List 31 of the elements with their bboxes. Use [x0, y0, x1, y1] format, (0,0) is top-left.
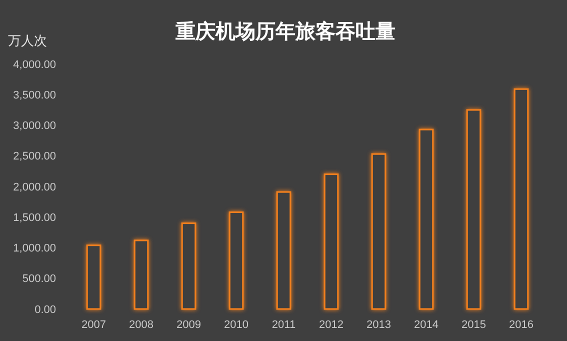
- bar: [276, 191, 292, 310]
- y-tick-label: 0.00: [34, 304, 56, 316]
- bar: [324, 173, 339, 310]
- bar: [514, 88, 529, 310]
- bar: [86, 244, 102, 310]
- chart-title: 重庆机场历年旅客吞吐量: [174, 20, 396, 43]
- y-tick-label: 1,000.00: [13, 242, 56, 255]
- y-tick-label: 3,500.00: [13, 89, 56, 102]
- x-tick-label: 2012: [319, 319, 344, 331]
- x-tick-label: 2015: [462, 319, 486, 331]
- y-axis-title: 万人次: [8, 33, 47, 48]
- bar: [371, 153, 386, 310]
- x-tick-label: 2007: [82, 319, 106, 331]
- y-tick-label: 1,500.00: [13, 212, 56, 224]
- y-tick-label: 2,500.00: [13, 150, 56, 163]
- bar: [134, 240, 149, 310]
- y-tick-label: 2,000.00: [13, 181, 56, 194]
- bar: [181, 222, 196, 310]
- x-tick-label: 2009: [176, 319, 201, 331]
- y-tick-label: 500.00: [22, 273, 56, 286]
- x-tick-label: 2011: [272, 319, 296, 331]
- y-tick-label: 4,000.00: [13, 58, 56, 71]
- x-tick-label: 2014: [414, 319, 438, 331]
- bar: [228, 211, 244, 310]
- x-tick-label: 2008: [129, 319, 154, 331]
- bar: [466, 109, 482, 310]
- bar: [418, 128, 434, 310]
- x-tick-label: 2013: [366, 319, 391, 331]
- y-tick-label: 3,000.00: [13, 120, 56, 132]
- x-tick-label: 2016: [509, 319, 534, 331]
- x-tick-label: 2010: [224, 319, 248, 331]
